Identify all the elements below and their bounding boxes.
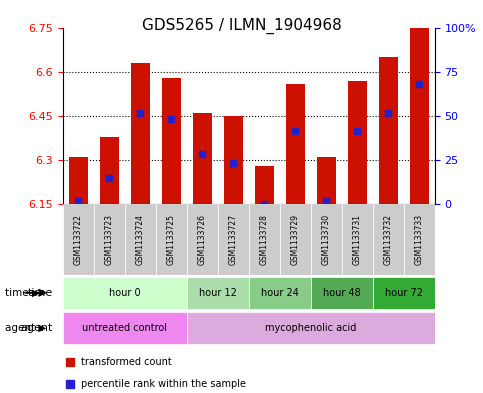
Text: GSM1133733: GSM1133733 (415, 214, 424, 265)
Bar (379, 57, 398, 204)
FancyBboxPatch shape (311, 204, 342, 275)
Bar (348, 81, 367, 204)
Text: hour 0: hour 0 (109, 288, 141, 298)
Text: transformed count: transformed count (81, 357, 172, 367)
Bar (162, 78, 181, 204)
Text: agent: agent (21, 323, 53, 333)
FancyBboxPatch shape (249, 277, 311, 309)
Text: hour 24: hour 24 (261, 288, 298, 298)
FancyBboxPatch shape (156, 204, 187, 275)
FancyBboxPatch shape (373, 277, 435, 309)
Text: GSM1133727: GSM1133727 (229, 214, 238, 265)
Text: untreated control: untreated control (82, 323, 167, 333)
Text: GSM1133729: GSM1133729 (291, 214, 300, 265)
Bar (255, 166, 273, 204)
Text: GSM1133725: GSM1133725 (167, 214, 176, 265)
Bar (224, 116, 242, 204)
Bar (131, 63, 150, 204)
Bar (317, 157, 336, 204)
Text: GSM1133730: GSM1133730 (322, 214, 331, 265)
Text: GSM1133724: GSM1133724 (136, 214, 145, 265)
FancyBboxPatch shape (187, 277, 249, 309)
Bar (69, 157, 87, 204)
FancyBboxPatch shape (187, 312, 435, 344)
FancyBboxPatch shape (280, 204, 311, 275)
FancyBboxPatch shape (63, 312, 187, 344)
Text: hour 72: hour 72 (384, 288, 423, 298)
Bar (410, 28, 428, 204)
Text: mycophenolic acid: mycophenolic acid (265, 323, 356, 333)
Text: percentile rank within the sample: percentile rank within the sample (81, 378, 246, 389)
FancyBboxPatch shape (94, 204, 125, 275)
FancyBboxPatch shape (63, 204, 94, 275)
Text: hour 48: hour 48 (323, 288, 361, 298)
Text: time ▶: time ▶ (5, 288, 40, 298)
Bar (100, 137, 119, 204)
Text: GSM1133732: GSM1133732 (384, 214, 393, 265)
Text: GSM1133722: GSM1133722 (74, 214, 83, 265)
FancyBboxPatch shape (373, 204, 404, 275)
Text: GSM1133723: GSM1133723 (105, 214, 114, 265)
Text: GSM1133728: GSM1133728 (260, 214, 269, 265)
Text: agent ▶: agent ▶ (5, 323, 46, 333)
Text: GSM1133731: GSM1133731 (353, 214, 362, 265)
FancyBboxPatch shape (404, 204, 435, 275)
Text: GSM1133726: GSM1133726 (198, 214, 207, 265)
Text: GDS5265 / ILMN_1904968: GDS5265 / ILMN_1904968 (142, 18, 341, 34)
Text: time: time (28, 288, 53, 298)
Bar (286, 84, 304, 204)
FancyBboxPatch shape (63, 277, 187, 309)
FancyBboxPatch shape (311, 277, 373, 309)
Bar (193, 113, 212, 204)
FancyBboxPatch shape (125, 204, 156, 275)
FancyBboxPatch shape (342, 204, 373, 275)
Text: hour 12: hour 12 (199, 288, 237, 298)
FancyBboxPatch shape (218, 204, 249, 275)
FancyBboxPatch shape (187, 204, 218, 275)
FancyBboxPatch shape (249, 204, 280, 275)
